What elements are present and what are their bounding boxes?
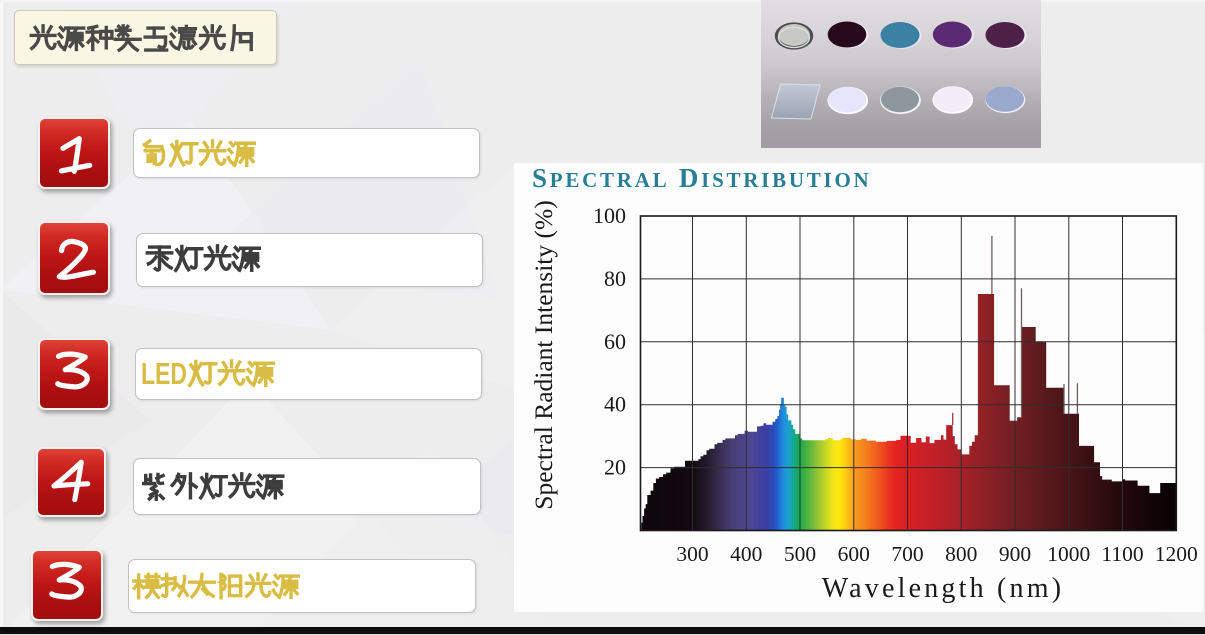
svg-text:1000: 1000 xyxy=(1047,542,1090,566)
svg-text:Spectral Radiant Intensity (%): Spectral Radiant Intensity (%) xyxy=(529,200,558,509)
svg-text:700: 700 xyxy=(891,542,923,566)
svg-text:Wavelength (nm): Wavelength (nm) xyxy=(822,573,1064,604)
svg-text:800: 800 xyxy=(945,542,977,566)
svg-text:1200: 1200 xyxy=(1155,542,1198,566)
svg-text:300: 300 xyxy=(676,542,708,566)
svg-text:SPECTRAL DISTRIBUTION: SPECTRAL DISTRIBUTION xyxy=(532,163,871,193)
svg-text:1100: 1100 xyxy=(1101,542,1143,566)
svg-text:400: 400 xyxy=(730,542,762,566)
svg-text:80: 80 xyxy=(604,266,626,291)
svg-text:500: 500 xyxy=(784,542,816,566)
svg-text:60: 60 xyxy=(604,329,626,354)
svg-text:900: 900 xyxy=(999,542,1031,566)
svg-text:600: 600 xyxy=(838,542,870,566)
svg-text:LED: LED xyxy=(141,356,187,391)
svg-text:20: 20 xyxy=(604,455,626,480)
svg-text:100: 100 xyxy=(593,203,626,228)
svg-text:40: 40 xyxy=(604,392,626,417)
